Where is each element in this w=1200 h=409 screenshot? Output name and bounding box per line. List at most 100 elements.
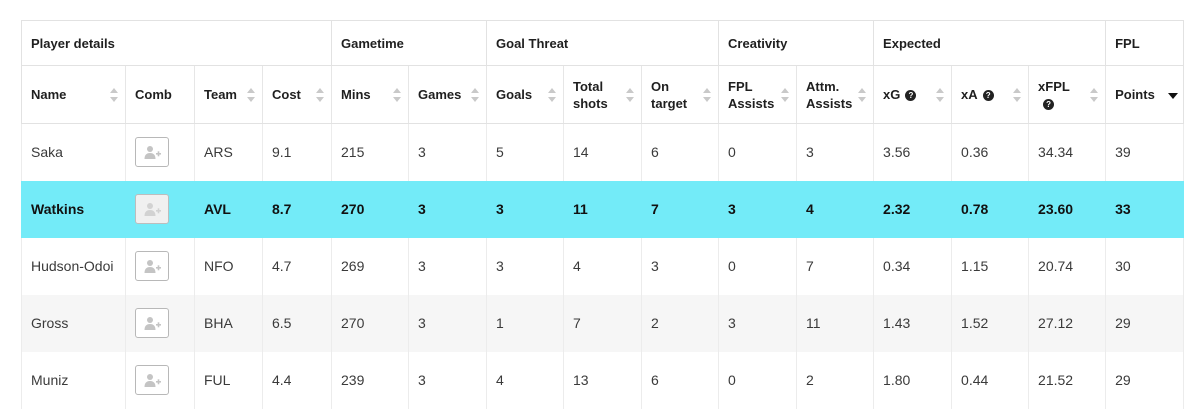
cost: 4.7 [261, 237, 333, 295]
sort-icon[interactable] [936, 87, 945, 102]
column-header-comb: Comb [125, 65, 195, 124]
column-header-on-target[interactable]: On target [641, 65, 720, 124]
goals: 3 [486, 237, 565, 295]
xg: 0.34 [873, 237, 953, 295]
column-label-goals: Goals [496, 87, 533, 102]
add-player-button[interactable] [135, 365, 169, 395]
add-player-button[interactable] [135, 194, 169, 224]
points: 30 [1105, 237, 1185, 295]
cost: 6.5 [261, 294, 333, 352]
add-player-button[interactable] [135, 251, 169, 281]
add-player-icon [144, 146, 161, 160]
games: 3 [408, 237, 488, 295]
mins: 269 [331, 237, 410, 295]
mins: 215 [331, 123, 410, 181]
xg: 2.32 [873, 180, 953, 238]
attm-assists: 11 [796, 294, 875, 352]
xa: 0.44 [951, 351, 1030, 409]
attm-assists: 3 [796, 123, 875, 181]
xfpl: 21.52 [1028, 351, 1107, 409]
sort-icon[interactable] [110, 87, 118, 102]
total-shots: 4 [563, 237, 643, 295]
column-header-xg[interactable]: xG? [873, 65, 953, 124]
column-header-total-shots[interactable]: Total shots [563, 65, 643, 124]
team: BHA [194, 294, 263, 352]
player-stats-table: Player details Gametime Goal Threat Crea… [20, 20, 1185, 409]
group-expected: Expected [873, 20, 1107, 66]
total-shots: 13 [563, 351, 643, 409]
column-header-fpl-assists[interactable]: FPL Assists [718, 65, 798, 124]
column-header-attm-assists[interactable]: Attm. Assists [796, 65, 875, 124]
goals: 1 [486, 294, 565, 352]
sort-icon[interactable] [703, 87, 712, 102]
column-label-mins: Mins [341, 87, 371, 102]
column-header-games[interactable]: Games [408, 65, 488, 124]
table-row[interactable]: Gross BHA 6.5 270 3 1 7 2 3 11 1.43 1.52… [21, 294, 1185, 352]
help-icon[interactable]: ? [1043, 98, 1055, 110]
sort-icon[interactable] [1090, 87, 1099, 102]
goals: 3 [486, 180, 565, 238]
sort-icon[interactable] [316, 87, 325, 102]
column-header-mins[interactable]: Mins [331, 65, 410, 124]
group-fpl: FPL [1105, 20, 1185, 66]
table-row[interactable]: Muniz FUL 4.4 239 3 4 13 6 0 2 1.80 0.44… [21, 351, 1185, 409]
column-label-team: Team [204, 87, 237, 102]
column-header-xfpl[interactable]: xFPL? [1028, 65, 1107, 124]
column-label-name: Name [31, 87, 67, 102]
sort-icon[interactable] [471, 87, 480, 102]
column-header-cost[interactable]: Cost [261, 65, 333, 124]
column-label-comb: Comb [135, 87, 172, 102]
add-player-button[interactable] [135, 137, 169, 168]
column-label-attm-assists-line1: Attm. [806, 78, 840, 94]
fpl-assists: 3 [718, 180, 798, 238]
table-row[interactable]: Saka ARS 9.1 215 3 5 14 6 0 3 3.56 0.36 … [21, 123, 1185, 181]
help-icon[interactable]: ? [905, 90, 917, 101]
group-header-row: Player details Gametime Goal Threat Crea… [20, 20, 1185, 66]
xg: 3.56 [873, 123, 953, 181]
column-header-name[interactable]: Name [21, 65, 126, 124]
xa: 0.78 [951, 180, 1030, 238]
xfpl: 27.12 [1028, 294, 1107, 352]
sort-icon[interactable] [781, 87, 790, 102]
fpl-assists: 3 [718, 294, 798, 352]
column-header-points[interactable]: Points [1105, 65, 1185, 124]
table-row[interactable]: Hudson-Odoi NFO 4.7 269 3 3 4 3 0 7 0.34… [21, 237, 1185, 295]
xfpl: 20.74 [1028, 237, 1107, 295]
sort-icon[interactable] [247, 87, 255, 102]
column-label-xa: xA [961, 87, 978, 102]
mins: 270 [331, 180, 410, 238]
sort-icon[interactable] [1013, 87, 1022, 102]
points: 39 [1105, 123, 1185, 181]
column-header-row: Name Comb Team Cost Mins Games [21, 65, 1185, 124]
sort-icon[interactable] [393, 87, 402, 102]
add-player-button[interactable] [135, 308, 169, 338]
games: 3 [408, 294, 488, 352]
team: NFO [194, 237, 263, 295]
sort-icon[interactable] [858, 87, 867, 102]
column-header-goals[interactable]: Goals [486, 65, 565, 124]
xfpl: 34.34 [1028, 123, 1107, 181]
on-target: 6 [641, 351, 720, 409]
column-label-on-target-line1: On [651, 78, 670, 94]
player-name: Muniz [21, 351, 126, 409]
games: 3 [408, 351, 488, 409]
sort-icon[interactable] [626, 87, 635, 102]
sort-icon[interactable] [548, 87, 557, 102]
goals: 4 [486, 351, 565, 409]
total-shots: 7 [563, 294, 643, 352]
comb-cell [125, 351, 195, 409]
xg: 1.80 [873, 351, 953, 409]
points: 33 [1105, 180, 1185, 238]
table-row-highlighted[interactable]: Watkins AVL 8.7 270 3 3 11 7 3 4 2.32 0.… [21, 180, 1185, 238]
comb-cell [125, 294, 195, 352]
column-label-points: Points [1115, 87, 1155, 102]
column-label-games: Games [418, 87, 462, 102]
help-icon[interactable]: ? [982, 90, 994, 101]
comb-cell [125, 237, 195, 295]
xg: 1.43 [873, 294, 953, 352]
sort-descending-icon[interactable] [1168, 88, 1179, 102]
column-header-xa[interactable]: xA? [951, 65, 1030, 124]
player-name: Hudson-Odoi [21, 237, 126, 295]
column-header-team[interactable]: Team [194, 65, 263, 124]
